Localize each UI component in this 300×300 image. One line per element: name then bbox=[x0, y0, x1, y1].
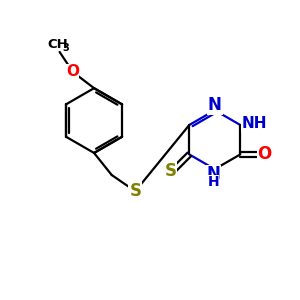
Text: 3: 3 bbox=[63, 43, 70, 52]
Text: S: S bbox=[129, 182, 141, 200]
Text: H: H bbox=[208, 175, 219, 189]
Text: NH: NH bbox=[242, 116, 267, 131]
Text: S: S bbox=[164, 162, 176, 180]
Text: O: O bbox=[66, 64, 80, 80]
Text: N: N bbox=[206, 165, 220, 183]
Text: CH: CH bbox=[48, 38, 68, 51]
Text: N: N bbox=[208, 96, 222, 114]
Text: O: O bbox=[257, 146, 271, 164]
